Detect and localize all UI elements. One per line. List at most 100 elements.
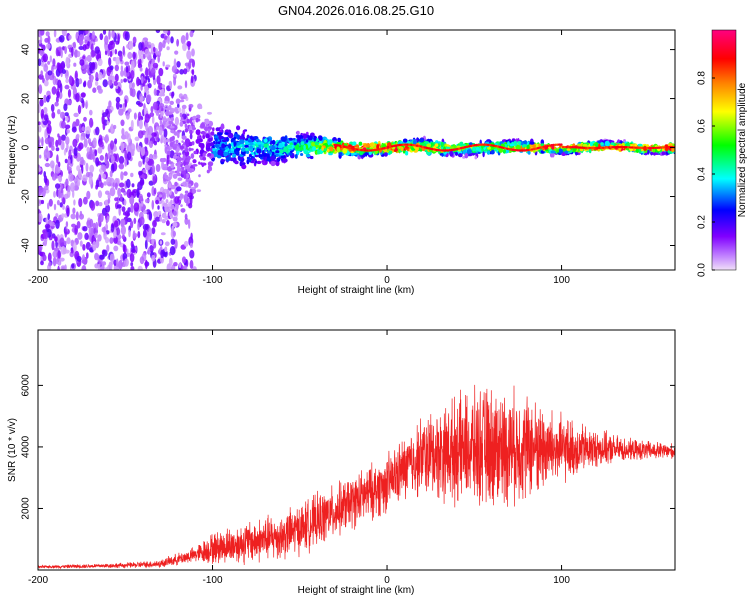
spectrogram-cell (148, 180, 154, 186)
spectrogram-cell (192, 164, 198, 167)
spectrogram-cell (133, 217, 137, 224)
spectrogram-cell (72, 41, 76, 49)
spectrogram-cell (70, 213, 76, 220)
spectrogram-cell (151, 254, 156, 262)
spectrogram-cell (550, 150, 556, 154)
spectrogram-cell (118, 156, 125, 165)
spectrogram-cell (71, 126, 77, 133)
spectrogram-cell (169, 246, 176, 256)
spectrogram-cell (157, 210, 162, 215)
spectrogram-cell (298, 135, 304, 139)
spectrogram-cell (82, 244, 86, 251)
spectrogram-cell (70, 247, 74, 254)
spectrogram-cell (44, 129, 48, 139)
spectrogram-cell (43, 94, 47, 103)
spectrogram-cell (63, 103, 68, 111)
spectrogram-cell (61, 213, 65, 219)
spectrogram-cell (245, 150, 250, 154)
spectrogram-cell (138, 170, 143, 176)
spectrogram-cell (160, 232, 166, 236)
spectrogram-cell (156, 75, 161, 85)
spectrogram-cell (123, 258, 129, 267)
spectrogram-cell (445, 146, 451, 149)
spectrogram-cell (166, 220, 170, 226)
spectrogram-cell (186, 50, 192, 60)
spectrogram-cell (180, 96, 185, 100)
spectrogram-cell (43, 114, 49, 121)
spectrogram-cell (89, 218, 94, 228)
spectrogram-cell (85, 30, 89, 35)
spectrogram-cell (280, 155, 286, 159)
spectrogram-cell (144, 92, 147, 98)
spectrogram-cell (39, 30, 45, 36)
spectrogram-cell (86, 220, 90, 226)
spectrogram-cell (124, 98, 128, 108)
spectrogram-cell (142, 155, 145, 165)
spectrogram-cell (137, 231, 141, 239)
y-tick-label: -20 (21, 189, 32, 204)
spectrogram-cell (181, 107, 186, 115)
spectrogram-cell (151, 164, 156, 175)
spectrogram-cell (186, 40, 192, 47)
spectrogram-cell (109, 50, 113, 58)
spectrogram-cell (671, 147, 674, 153)
spectrogram-cell (477, 148, 482, 152)
spectrogram-cell (119, 104, 123, 108)
spectrogram-cell (168, 111, 173, 115)
spectrogram-cell (174, 196, 180, 204)
spectrogram-cell (457, 153, 463, 158)
spectrogram-cell (83, 138, 88, 148)
spectrogram-cell (659, 146, 663, 149)
spectrogram-cell (177, 164, 181, 170)
spectrogram-cell (592, 146, 596, 150)
spectrogram-cell (176, 161, 182, 165)
spectrogram-cell (177, 85, 183, 90)
spectrogram-cell (406, 143, 409, 146)
spectrogram-cell (283, 146, 288, 153)
spectrogram-cell (309, 155, 314, 160)
colorbar-tick-label: 0.2 (697, 215, 708, 229)
spectrogram-cell (236, 145, 242, 149)
spectrogram-cell (77, 168, 82, 179)
spectrogram-cell (166, 46, 170, 51)
spectrogram-cell (248, 157, 252, 163)
spectrogram-cell (151, 132, 157, 137)
spectrogram-cell (77, 178, 81, 187)
spectrogram-cell (111, 30, 115, 39)
spectrogram-cell (127, 51, 133, 60)
spectrogram-cell (77, 232, 83, 240)
y-tick-label: 2000 (21, 497, 32, 520)
spectrogram-cell (99, 155, 105, 161)
spectrogram-cell (234, 150, 240, 155)
spectrogram-cell (333, 140, 337, 144)
spectrogram-cell (256, 142, 262, 145)
spectrogram-cell (82, 174, 88, 182)
spectrogram-cell (207, 152, 212, 157)
spectrogram-cell (114, 73, 119, 82)
spectrogram-cell (271, 139, 276, 145)
spectrogram-cell (71, 46, 74, 57)
spectrogram-cell (116, 227, 121, 236)
spectrogram-cell (650, 146, 653, 150)
spectrogram-cell (74, 70, 78, 79)
spectrogram-cell (56, 154, 59, 164)
x-tick-label: 0 (384, 575, 390, 586)
spectrogram-cell (60, 48, 63, 59)
spectrogram-cell (171, 225, 174, 230)
spectrogram-cell (73, 62, 77, 67)
spectrogram-cell (426, 143, 432, 148)
x-tick-label: 100 (553, 575, 570, 586)
spectrogram-cell (82, 226, 88, 232)
spectrogram-cell (168, 183, 172, 189)
spectrogram-x-ticks: -200 -100 0 100 (28, 30, 570, 286)
spectrogram-cell (107, 48, 111, 57)
spectrogram-cell (48, 136, 55, 142)
colorbar-gradient (711, 29, 737, 271)
spectrogram-cell (183, 193, 189, 204)
spectrogram-cell (76, 133, 80, 139)
spectrogram-cell (123, 199, 127, 206)
spectrogram-cell (200, 130, 206, 135)
spectrogram-cell (153, 46, 156, 53)
spectrogram-cell (288, 137, 293, 141)
spectrogram-cell (92, 87, 97, 93)
